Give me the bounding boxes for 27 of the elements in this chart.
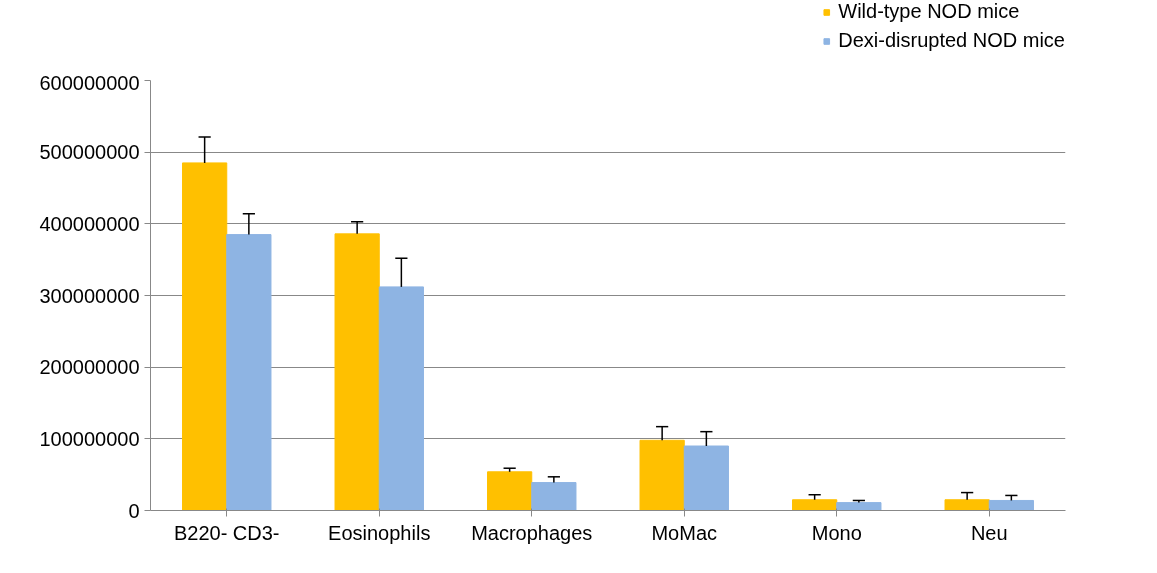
- bar: [487, 471, 533, 511]
- x-tick-label: Eosinophils: [328, 521, 431, 544]
- bar: [792, 499, 838, 511]
- y-tick-label: 100000000: [39, 427, 140, 450]
- x-tick-label: Mono: [811, 521, 862, 544]
- y-tick-label: 400000000: [39, 212, 140, 235]
- bar: [226, 234, 272, 511]
- bar: [531, 482, 577, 511]
- legend-label: Wild-type NOD mice: [838, 0, 1020, 23]
- bar: [944, 499, 990, 511]
- y-tick-label: 300000000: [39, 284, 140, 307]
- legend-label: Dexi-disrupted NOD mice: [838, 29, 1065, 52]
- x-tick-label: Neu: [970, 521, 1008, 544]
- bar: [182, 162, 228, 511]
- y-tick-label: 500000000: [39, 141, 140, 164]
- x-tick-label: B220- CD3-: [173, 521, 280, 544]
- bar: [639, 439, 685, 511]
- x-tick-label: Macrophages: [471, 521, 593, 544]
- y-tick-label: 0: [128, 499, 140, 522]
- y-tick-label: 600000000: [39, 71, 140, 94]
- bar: [378, 286, 424, 511]
- bar: [683, 445, 729, 511]
- bar: [836, 502, 882, 511]
- bar: [988, 499, 1034, 511]
- x-tick-label: MoMac: [651, 521, 718, 544]
- bar: [334, 233, 380, 511]
- y-tick-label: 200000000: [39, 356, 140, 379]
